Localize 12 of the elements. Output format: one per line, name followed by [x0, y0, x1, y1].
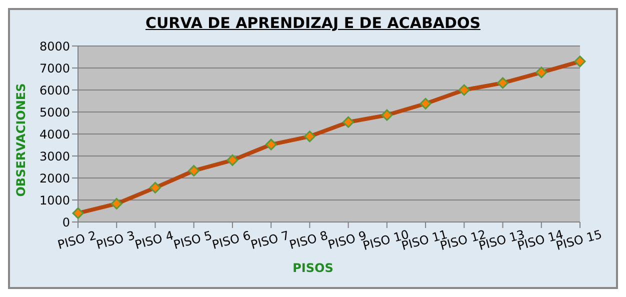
chart-title: CURVA DE APRENDIZAJ E DE ACABADOS: [144, 14, 482, 32]
y-tick-label: 5000: [39, 105, 70, 120]
y-tick-label: 3000: [39, 149, 70, 164]
y-tick-label: 0: [62, 215, 70, 230]
y-tick-label: 8000: [39, 39, 70, 54]
y-tick-label: 1000: [39, 193, 70, 208]
y-tick-label: 2000: [39, 171, 70, 186]
y-axis-title: OBSERVACIONES: [14, 83, 28, 197]
y-tick-label: 4000: [39, 127, 70, 142]
y-tick-label: 6000: [39, 83, 70, 98]
y-tick-label: 7000: [39, 61, 70, 76]
x-axis-title: PISOS: [292, 261, 334, 275]
